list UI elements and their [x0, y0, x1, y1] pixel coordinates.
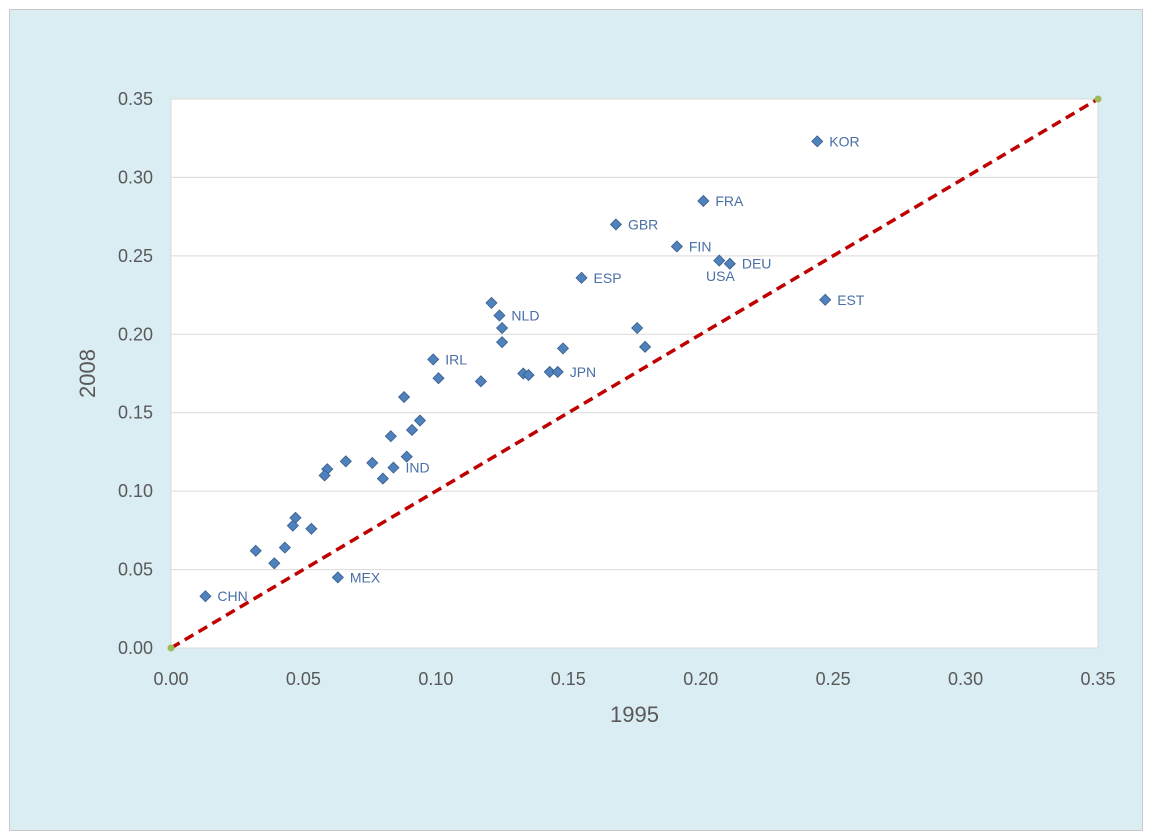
- data-point: [609, 218, 623, 231]
- data-point: [331, 571, 344, 584]
- x-tick-label: 0.10: [418, 669, 453, 689]
- y-tick-label: 0.10: [118, 481, 153, 501]
- data-point: [485, 296, 498, 309]
- point-label: DEU: [742, 256, 772, 272]
- x-tick-label: 0.25: [816, 669, 851, 689]
- data-point: [398, 390, 411, 404]
- x-tick-label: 0.00: [153, 669, 188, 689]
- data-point: [400, 450, 413, 463]
- data-point: [811, 135, 824, 148]
- data-point: [697, 194, 710, 208]
- data-point: [286, 519, 299, 532]
- data-point: [639, 340, 652, 353]
- data-point: [427, 353, 440, 366]
- reference-line-layer: [167, 95, 1102, 652]
- x-tick-label: 0.20: [683, 669, 718, 689]
- x-tick-label: 0.05: [286, 669, 321, 689]
- grid-lines: [171, 98, 1098, 649]
- data-point: [339, 455, 352, 468]
- point-label: IND: [405, 460, 429, 476]
- data-point: [384, 430, 397, 443]
- point-labels: KOR FRA GBR FIN DEU ESP EST NLD IRL JPN IND MEX CHN U…: [217, 133, 864, 604]
- point-label: FRA: [715, 193, 744, 209]
- point-label: IRL: [445, 351, 467, 367]
- data-point: [268, 557, 281, 570]
- data-point: [432, 372, 445, 385]
- point-label: EST: [837, 292, 865, 308]
- data-point: [278, 541, 291, 554]
- y-tick-label: 0.15: [118, 403, 153, 423]
- y-tick-label: 0.05: [118, 560, 153, 580]
- data-point: [556, 342, 570, 355]
- x-tick-label: 0.15: [551, 669, 586, 689]
- y-tick-label: 0.00: [118, 638, 153, 658]
- point-label: MEX: [350, 569, 381, 585]
- data-point: [551, 365, 564, 378]
- data-point: [575, 271, 588, 284]
- y-axis-title: 2008: [75, 349, 100, 398]
- reference-endpoint: [1094, 95, 1102, 103]
- x-tick-label: 0.35: [1080, 669, 1115, 689]
- y-tick-label: 0.20: [118, 324, 153, 344]
- data-point: [713, 254, 726, 267]
- data-point: [199, 590, 212, 603]
- data-point: [376, 472, 389, 485]
- y-tick-label: 0.30: [118, 167, 153, 187]
- point-label: KOR: [829, 133, 859, 149]
- data-point: [819, 293, 832, 306]
- data-point: [522, 369, 535, 382]
- x-tick-label: 0.30: [948, 669, 983, 689]
- point-label: USA: [706, 268, 735, 284]
- data-point: [496, 336, 509, 349]
- data-point: [670, 240, 683, 253]
- data-point: [413, 414, 427, 427]
- data-point: [366, 456, 379, 469]
- data-point: [496, 321, 509, 335]
- data-point: [305, 522, 318, 535]
- reference-line: [170, 97, 1099, 650]
- x-axis-title: 1995: [610, 702, 659, 727]
- data-point: [474, 375, 487, 388]
- point-label: CHN: [217, 588, 247, 604]
- point-label: NLD: [511, 307, 539, 323]
- data-point: [493, 309, 506, 322]
- data-point: [249, 544, 262, 557]
- data-point: [387, 461, 400, 474]
- reference-endpoint: [167, 644, 175, 652]
- tick-labels: 0.00 0.05 0.10 0.15 0.20 0.25 0.30 0.35 0.00 0.05…: [118, 89, 1116, 689]
- point-label: JPN: [570, 364, 596, 380]
- point-label: ESP: [594, 270, 622, 286]
- y-tick-label: 0.35: [118, 89, 153, 109]
- data-point: [543, 365, 556, 378]
- point-label: GBR: [628, 216, 658, 232]
- data-point: [405, 423, 419, 437]
- y-tick-label: 0.25: [118, 246, 153, 266]
- data-point: [723, 257, 736, 270]
- point-label: FIN: [689, 238, 712, 254]
- data-point: [631, 321, 644, 335]
- data-point: [318, 469, 331, 482]
- data-points: [199, 135, 832, 603]
